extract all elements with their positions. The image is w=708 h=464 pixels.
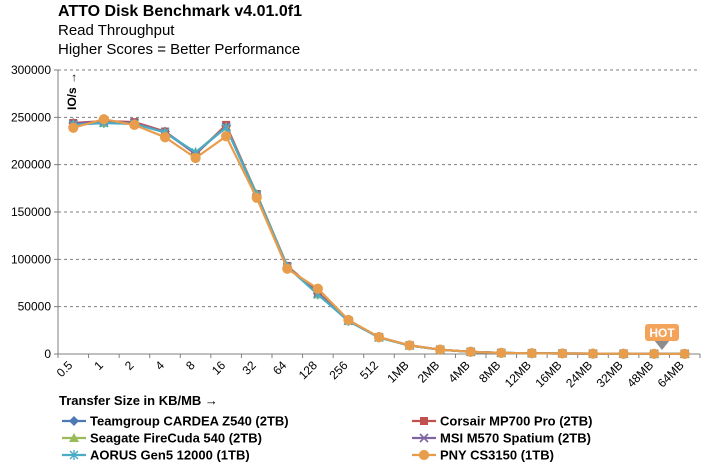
x-tick-label: 48MB (624, 358, 656, 390)
y-tick-label: 200000 (11, 158, 51, 172)
data-point (618, 348, 629, 359)
legend-swatch-marker (69, 450, 79, 460)
legend-swatch-marker (69, 416, 79, 426)
x-tick-label: 2 (122, 358, 137, 373)
data-point (190, 152, 201, 164)
y-tick-label: 50000 (18, 300, 52, 314)
legend-swatch-marker (420, 417, 428, 425)
series-4 (68, 118, 690, 359)
y-tick-label: 300000 (11, 63, 51, 77)
data-point (221, 122, 231, 133)
chart-title: ATTO Disk Benchmark v4.01.0f1 (58, 3, 302, 20)
legend-swatch-marker (69, 433, 79, 442)
hot-logo-badge (645, 324, 679, 341)
series-line (73, 120, 685, 355)
data-point (373, 332, 385, 343)
x-tick-label: 4MB (445, 358, 472, 385)
series-line (73, 119, 685, 355)
x-tick-label: 32MB (594, 358, 626, 390)
y-tick-labels: 0 50000 100000 150000 200000 250000 300000 (11, 63, 51, 361)
series-2 (68, 118, 690, 358)
data-point (557, 348, 568, 359)
data-point (312, 283, 323, 294)
data-point (649, 348, 660, 359)
x-tick-label: 4 (152, 358, 167, 373)
data-point (68, 122, 79, 133)
series-0 (68, 117, 690, 359)
y-tick-label: 0 (44, 347, 51, 361)
x-tick-label: 24MB (563, 358, 595, 390)
legend-label: PNY CS3150 (1TB) (440, 448, 554, 463)
data-point (129, 119, 140, 131)
legend-item: PNY CS3150 (1TB) (412, 448, 554, 463)
legend-label: AORUS Gen5 12000 (1TB) (90, 448, 250, 463)
x-tick-label: 16MB (532, 358, 564, 390)
x-tick-label: 1MB (384, 358, 411, 385)
x-tick-label: 128 (296, 358, 320, 382)
series-line (73, 118, 685, 355)
legend: Teamgroup CARDEA Z540 (2TB) Corsair MP700… (62, 414, 592, 463)
x-tick-label: 8MB (476, 358, 503, 385)
x-tick-label: 512 (357, 358, 381, 382)
series-line (73, 119, 685, 355)
x-tick-label: 16 (209, 358, 229, 378)
x-tick-label: 64MB (655, 358, 687, 390)
data-point (679, 348, 690, 359)
series-1 (69, 117, 689, 358)
x-tick-label: 1 (91, 358, 106, 373)
legend-swatch-marker (418, 449, 430, 461)
x-tick-label: 64 (270, 358, 290, 378)
data-point (465, 346, 476, 357)
data-point (343, 314, 354, 326)
data-point (251, 192, 262, 203)
legend-item: Teamgroup CARDEA Z540 (2TB) (62, 414, 289, 429)
chart-subtitle-2: Higher Scores = Better Performance (58, 41, 301, 58)
data-point (404, 340, 415, 351)
x-tick-label: 32 (239, 358, 259, 378)
x-tick-label: 256 (326, 358, 350, 382)
data-point (98, 114, 109, 125)
data-point (435, 344, 446, 355)
legend-label: Seagate FireCuda 540 (2TB) (90, 431, 262, 446)
data-point (159, 132, 171, 143)
legend-label: Corsair MP700 Pro (2TB) (440, 414, 592, 429)
x-tick-label: 8 (183, 358, 198, 373)
y-tick-label: 150000 (11, 205, 51, 219)
x-tick-labels: 0.5 1 2 4 8 16 32 64 128 256 512 1MB 2MB 4MB 8MB12MB16… (54, 358, 687, 390)
series-5 (68, 114, 690, 359)
legend-item: Seagate FireCuda 540 (2TB) (62, 431, 262, 446)
legend-item: Corsair MP700 Pro (2TB) (412, 414, 592, 429)
y-tick-label: 100000 (11, 252, 51, 266)
hot-logo-text: HOT (649, 326, 675, 340)
series-line (73, 121, 685, 355)
series-line (73, 121, 685, 355)
axes (54, 69, 701, 358)
data-point (221, 131, 232, 142)
data-point (282, 263, 293, 274)
chart-subtitle: Read Throughput (58, 22, 175, 39)
legend-swatch-marker (419, 433, 429, 443)
data-point (496, 347, 507, 358)
x-tick-label: 12MB (502, 358, 534, 390)
data-point (526, 348, 537, 359)
x-axis-label: Transfer Size in KB/MB → (59, 393, 218, 408)
legend-label: Teamgroup CARDEA Z540 (2TB) (90, 414, 289, 429)
x-tick-label: 0.5 (54, 358, 76, 380)
data-point (587, 348, 599, 359)
y-tick-label: 250000 (11, 110, 51, 124)
legend-item: AORUS Gen5 12000 (1TB) (62, 448, 250, 463)
plot-area (68, 114, 690, 359)
x-tick-label: 2MB (415, 358, 442, 385)
hot-logo-pointer (654, 340, 670, 350)
legend-label: MSI M570 Spatium (2TB) (440, 431, 591, 446)
series-3 (68, 116, 690, 359)
legend-item: MSI M570 Spatium (2TB) (412, 431, 591, 446)
hot-watermark-logo: HOT (645, 324, 679, 350)
gridlines (58, 69, 700, 308)
y-axis-label: IO/s → (65, 72, 79, 110)
